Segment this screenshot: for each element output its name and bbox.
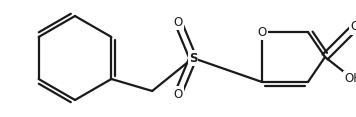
Text: S: S — [189, 51, 197, 64]
Text: O: O — [173, 15, 183, 29]
Text: OH: OH — [344, 73, 356, 86]
Text: O: O — [350, 20, 356, 33]
Text: O: O — [173, 88, 183, 101]
Text: O: O — [257, 26, 267, 38]
